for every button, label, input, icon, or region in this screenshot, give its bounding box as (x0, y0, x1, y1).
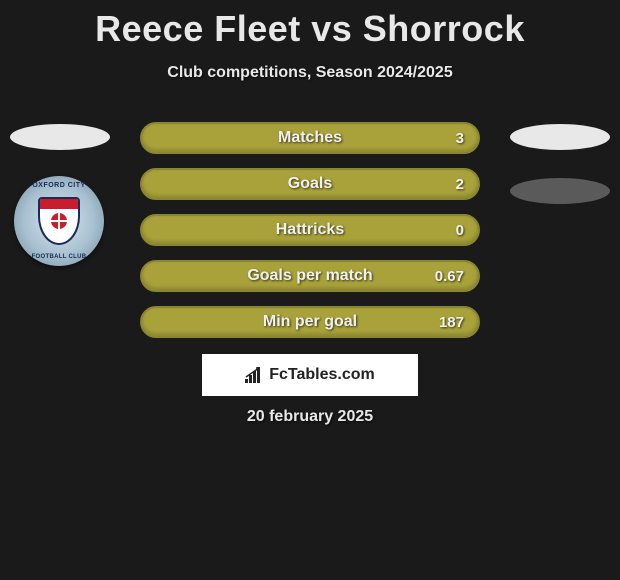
stat-bar-hattricks: Hattricks 0 (140, 214, 480, 246)
stat-value: 0 (456, 222, 464, 239)
subtitle: Club competitions, Season 2024/2025 (0, 64, 620, 82)
stat-label: Min per goal (263, 313, 357, 331)
club-badge: OXFORD CITY FOOTBALL CLUB (14, 176, 104, 266)
player-right-placeholder-1 (510, 124, 610, 150)
date-text: 20 february 2025 (0, 408, 620, 426)
stat-bar-goals-per-match: Goals per match 0.67 (140, 260, 480, 292)
stats-container: Matches 3 Goals 2 Hattricks 0 Goals per … (140, 122, 480, 352)
stat-value: 0.67 (435, 268, 464, 285)
stat-value: 187 (439, 314, 464, 331)
brand-attribution[interactable]: FcTables.com (202, 354, 418, 396)
stat-bar-goals: Goals 2 (140, 168, 480, 200)
stat-value: 2 (456, 176, 464, 193)
stat-label: Matches (278, 129, 342, 147)
stat-label: Goals per match (247, 267, 372, 285)
stat-bar-min-per-goal: Min per goal 187 (140, 306, 480, 338)
stat-label: Goals (288, 175, 332, 193)
page-title: Reece Fleet vs Shorrock (0, 0, 620, 50)
badge-text-bottom: FOOTBALL CLUB (14, 254, 104, 260)
brand-logo-icon (245, 367, 265, 383)
player-right-placeholder-2 (510, 178, 610, 204)
stat-bar-matches: Matches 3 (140, 122, 480, 154)
badge-shield-icon (38, 197, 80, 245)
stat-label: Hattricks (276, 221, 344, 239)
brand-text: FcTables.com (269, 366, 375, 384)
stat-value: 3 (456, 130, 464, 147)
badge-text-top: OXFORD CITY (14, 182, 104, 189)
player-left-placeholder (10, 124, 110, 150)
